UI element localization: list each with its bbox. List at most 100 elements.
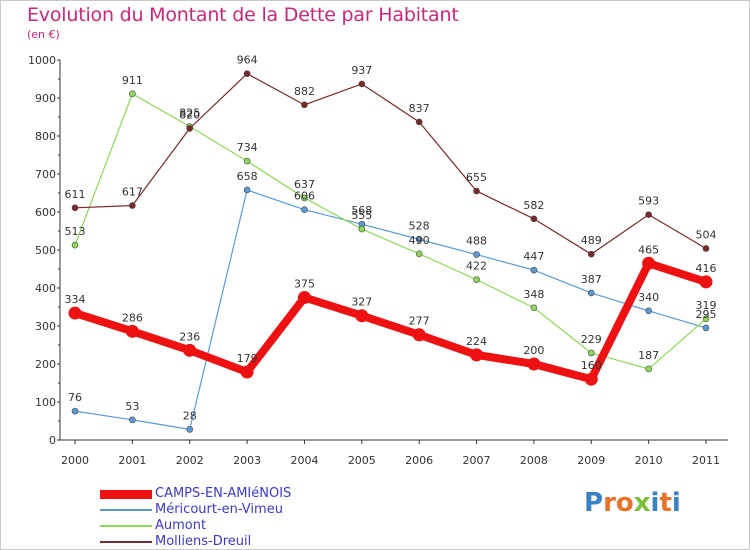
data-label: 229	[581, 333, 602, 346]
logo-letter: x	[633, 488, 651, 518]
data-point	[186, 125, 194, 132]
data-label: 820	[179, 108, 200, 121]
series-line-0	[73, 259, 708, 384]
data-label: 528	[409, 219, 430, 232]
data-point	[412, 328, 426, 342]
y-tick-label: 300	[35, 320, 56, 333]
y-tick-label: 800	[35, 130, 56, 143]
data-point	[415, 118, 423, 126]
data-point	[645, 211, 652, 218]
data-label: 937	[351, 64, 372, 77]
data-label: 375	[294, 278, 315, 291]
data-label: 76	[68, 391, 82, 404]
data-point	[71, 407, 79, 415]
data-point	[642, 256, 656, 270]
data-point	[587, 289, 595, 297]
data-label: 617	[122, 186, 143, 199]
data-label: 837	[409, 102, 430, 115]
data-label: 734	[237, 141, 258, 154]
data-point	[240, 365, 254, 379]
legend-label: CAMPS-EN-AMIéNOIS	[155, 486, 292, 501]
data-label: 187	[638, 349, 659, 362]
x-tick-label: 2002	[176, 454, 204, 467]
legend-swatch	[100, 490, 152, 499]
data-label: 882	[294, 85, 315, 98]
chart-subtitle: (en €)	[27, 28, 60, 41]
data-point	[530, 215, 538, 223]
legend-label: Méricourt-en-Vimeu	[155, 502, 283, 517]
data-label: 416	[696, 262, 717, 275]
logo-letter: P	[584, 488, 604, 518]
data-point	[129, 202, 136, 209]
data-point	[702, 315, 710, 323]
data-label: 655	[466, 171, 487, 184]
data-label: 582	[523, 199, 544, 212]
x-tick-label: 2004	[290, 454, 318, 467]
data-point	[587, 250, 595, 258]
data-point	[243, 186, 251, 194]
data-label: 236	[179, 330, 200, 343]
x-tick-label: 2001	[118, 454, 146, 467]
data-point	[186, 426, 194, 433]
data-label: 348	[523, 288, 544, 301]
data-point	[358, 80, 366, 88]
data-point	[68, 306, 82, 320]
data-point	[125, 324, 139, 338]
y-tick-label: 1000	[28, 54, 56, 67]
x-tick-label: 2000	[61, 454, 89, 467]
y-tick-label: 900	[35, 92, 56, 105]
x-tick-label: 2003	[233, 454, 261, 467]
data-point	[301, 101, 308, 109]
data-label: 387	[581, 273, 602, 286]
y-tick-label: 0	[49, 434, 56, 447]
data-point	[415, 236, 423, 243]
data-label: 160	[581, 359, 602, 372]
data-point	[129, 90, 136, 98]
data-label: 593	[638, 195, 659, 208]
data-point	[645, 307, 652, 315]
logo-letter: i	[650, 488, 660, 518]
data-point	[71, 241, 79, 249]
data-label: 53	[125, 400, 139, 413]
data-label: 825	[179, 107, 200, 120]
data-label: 327	[351, 296, 372, 309]
data-point	[183, 343, 197, 357]
data-point	[301, 206, 308, 214]
x-tick-label: 2011	[692, 454, 720, 467]
legend-label: Aumont	[155, 518, 207, 533]
x-tick-label: 2007	[463, 454, 491, 467]
data-point	[301, 194, 308, 202]
data-label: 611	[65, 188, 86, 201]
data-point	[358, 225, 366, 233]
proxiti-logo: Proxiti	[584, 488, 681, 518]
data-label: 422	[466, 260, 487, 273]
y-tick-label: 600	[35, 206, 56, 219]
data-point	[645, 365, 652, 373]
data-point	[587, 349, 595, 357]
y-tick-label: 700	[35, 168, 56, 181]
data-point	[355, 309, 369, 323]
series-line-3	[74, 73, 707, 255]
data-label: 658	[237, 170, 258, 183]
data-label: 606	[294, 190, 315, 203]
logo-letter: t	[659, 488, 672, 518]
data-point	[473, 276, 480, 283]
data-point	[702, 245, 710, 252]
data-label: 490	[409, 234, 430, 247]
data-point	[527, 357, 541, 371]
data-point	[129, 416, 136, 424]
data-label: 179	[237, 352, 258, 365]
data-label: 200	[523, 344, 544, 357]
data-label: 504	[696, 228, 717, 241]
data-point	[584, 372, 598, 386]
data-label: 28	[183, 409, 197, 422]
data-label: 277	[409, 315, 430, 328]
x-tick-label: 2010	[635, 454, 663, 467]
data-point	[702, 324, 710, 332]
data-label: 224	[466, 335, 487, 348]
x-tick-label: 2009	[577, 454, 605, 467]
data-label: 555	[351, 209, 372, 222]
data-point	[473, 187, 480, 195]
data-point	[473, 251, 480, 258]
